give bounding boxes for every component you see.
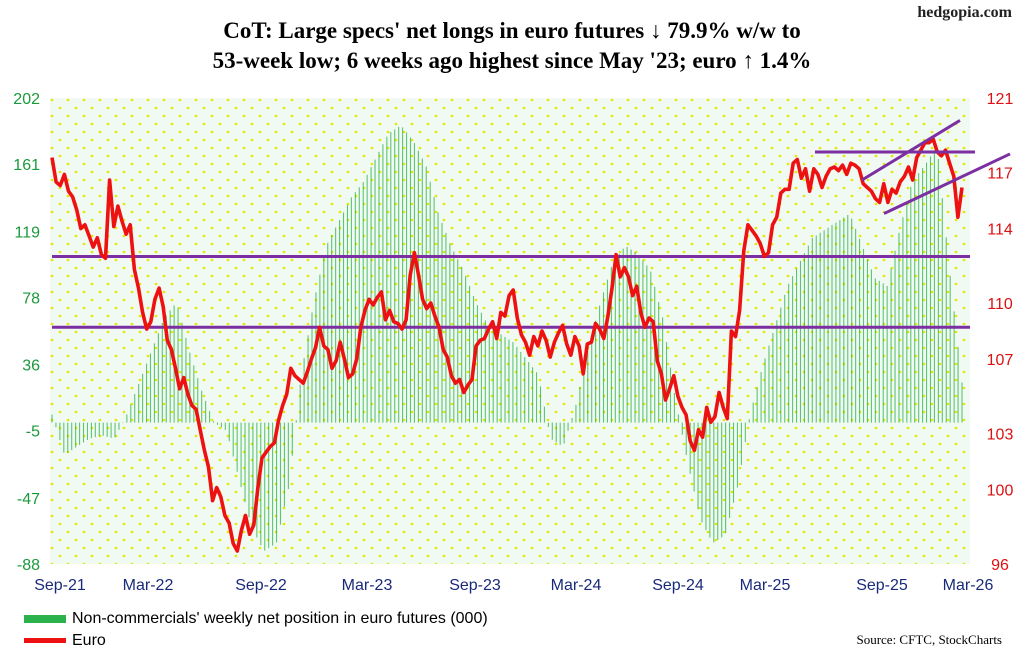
legend-euro-swatch — [24, 638, 66, 644]
x-axis-tick: Sep-21 — [34, 577, 86, 594]
left-axis-tick: -5 — [26, 424, 40, 441]
channel-line — [883, 152, 1011, 215]
legend-positions-label: Non-commercials' weekly net position in … — [72, 610, 488, 627]
legend-euro: Euro — [24, 632, 106, 650]
left-axis-tick: 202 — [13, 91, 40, 108]
x-axis-tick: Mar-22 — [123, 577, 174, 594]
x-axis-tick: Mar-26 — [943, 577, 994, 594]
x-axis-tick: Sep-23 — [449, 577, 501, 594]
brand-watermark: hedgopia.com — [917, 4, 1012, 21]
right-axis-tick: 103 — [987, 427, 1014, 444]
left-axis-tick: 161 — [13, 157, 40, 174]
x-axis-tick: Sep-24 — [652, 577, 704, 594]
x-axis-tick: Mar-23 — [342, 577, 393, 594]
left-axis-tick: 119 — [14, 224, 40, 241]
legend-positions-swatch — [24, 614, 66, 623]
x-axis-tick: Mar-25 — [740, 577, 791, 594]
euro-line — [50, 137, 964, 553]
legend-euro-label: Euro — [72, 632, 106, 649]
right-axis-tick: 117 — [987, 166, 1013, 183]
x-axis-tick: Sep-25 — [856, 577, 908, 594]
chart-title-line2: 53-week low; 6 weeks ago highest since M… — [212, 48, 812, 73]
left-axis-tick: -47 — [17, 491, 40, 508]
x-axis-tick: Mar-24 — [551, 577, 602, 594]
left-axis-tick: 78 — [22, 290, 40, 307]
chart-title-line1: CoT: Large specs' net longs in euro futu… — [223, 18, 801, 43]
x-axis-tick: Sep-22 — [235, 577, 287, 594]
right-axis-tick: 114 — [987, 221, 1013, 238]
channel-line — [861, 119, 961, 182]
left-axis-tick: -88 — [17, 557, 40, 574]
right-axis-tick: 121 — [987, 91, 1014, 108]
left-axis-tick: 36 — [22, 358, 40, 375]
legend-positions: Non-commercials' weekly net position in … — [24, 610, 488, 628]
right-axis-tick: 100 — [987, 482, 1014, 499]
right-axis-tick: 110 — [987, 296, 1013, 313]
right-axis-tick: 107 — [987, 352, 1014, 369]
source-note: Source: CFTC, StockCharts — [856, 632, 1002, 647]
right-axis-tick: 96 — [991, 557, 1009, 574]
